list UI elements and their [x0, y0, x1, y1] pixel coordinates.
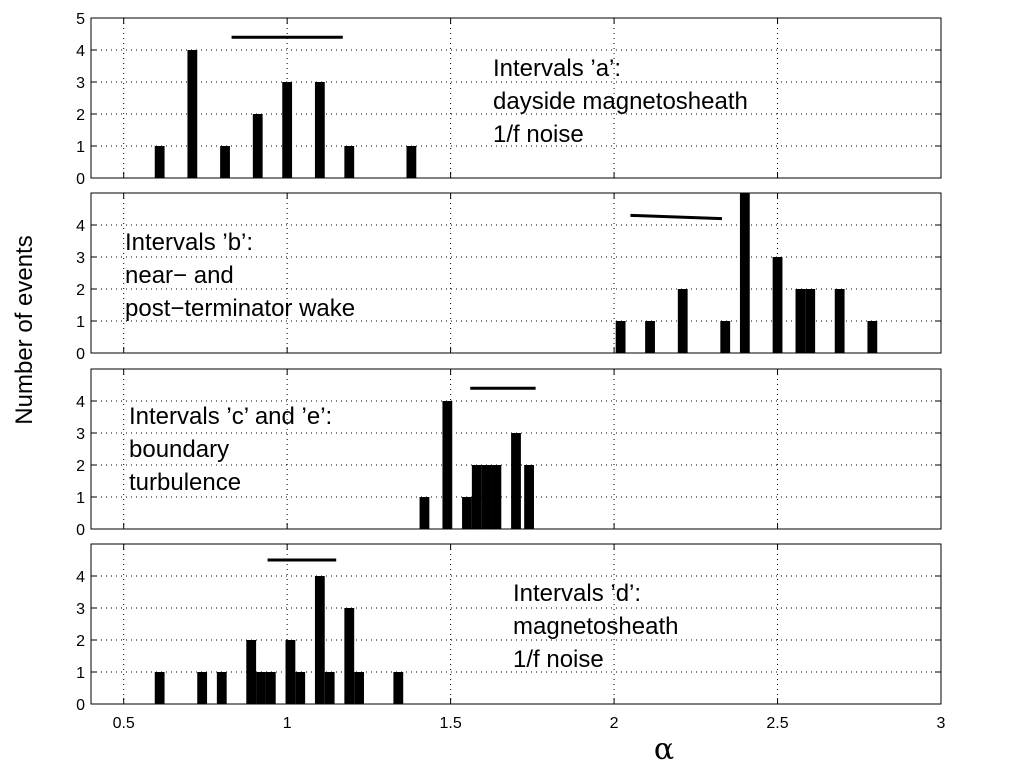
y-tick-label: 3 [76, 601, 85, 618]
bar [285, 640, 296, 704]
bar [393, 672, 404, 704]
annotation-line: Intervals ’c’ and ’e’: [129, 403, 332, 430]
bar [314, 576, 325, 704]
bar [220, 146, 230, 178]
bar [805, 289, 816, 353]
annotation-line: 1/f noise [493, 121, 584, 148]
bar [154, 672, 165, 704]
annotation-line: dayside magnetosheath [493, 88, 748, 115]
bar [795, 289, 806, 353]
panel-annotation: Intervals ’a’: dayside magnetosheath 1/f n… [493, 55, 748, 148]
bar [462, 497, 472, 529]
bar [615, 321, 626, 353]
y-tick-label: 0 [76, 522, 85, 539]
y-tick-label: 3 [76, 75, 85, 92]
y-tick-label: 4 [76, 218, 85, 235]
annotation-line: Intervals ’d’: [513, 580, 641, 607]
bar [511, 433, 521, 529]
x-tick-label: 2 [610, 715, 619, 732]
bar [187, 50, 198, 178]
panel-frame [90, 543, 942, 705]
bar [344, 146, 355, 178]
bar [282, 82, 293, 178]
bar [524, 465, 534, 529]
y-tick-label: 3 [76, 250, 85, 267]
y-tick-label: 4 [76, 394, 85, 411]
panel-frame [90, 192, 942, 354]
y-tick-label: 5 [76, 11, 85, 28]
y-tick-label: 1 [76, 314, 85, 331]
y-tick-label: 2 [76, 107, 85, 124]
annotation-line: turbulence [129, 469, 241, 496]
annotation-line: Intervals ’a’: [493, 55, 621, 82]
panel-frame [90, 17, 942, 179]
y-tick-label: 1 [76, 665, 85, 682]
x-tick-label: 2.5 [766, 715, 788, 732]
y-tick-label: 4 [76, 569, 85, 586]
panel-annotation: Intervals ’d’: magnetosheath 1/f noise [513, 580, 678, 673]
bar [645, 321, 655, 353]
annotation-line: near− and [125, 262, 234, 289]
bar [419, 497, 430, 529]
bar [739, 193, 750, 353]
bar [295, 672, 306, 704]
bar [154, 146, 165, 178]
grid [91, 544, 941, 704]
bar [677, 289, 688, 353]
bar [867, 321, 878, 353]
x-tick-label: 0.5 [113, 715, 135, 732]
bar [720, 321, 731, 353]
panel-annotation: Intervals ’b’: near− and post−terminator w… [125, 229, 355, 322]
x-tick-label: 1.5 [439, 715, 461, 732]
bar [314, 82, 325, 178]
bar [197, 672, 208, 704]
bar [471, 465, 482, 529]
bar [252, 114, 263, 178]
annotation-line: 1/f noise [513, 646, 604, 673]
panel-c: 0 1 2 3 4 Intervals ’c’ and ’e’: boundary turbu… [76, 368, 942, 539]
x-tick-label: 1 [283, 715, 292, 732]
y-tick-label: 1 [76, 490, 85, 507]
panel-annotation: Intervals ’c’ and ’e’: boundary turbulence [129, 403, 332, 496]
y-tick-label: 3 [76, 426, 85, 443]
annotation-line: magnetosheath [513, 613, 678, 640]
bar [354, 672, 364, 704]
y-tick-label: 0 [76, 697, 85, 714]
x-axis: 0.5 1 1.5 2 2.5 3 [113, 715, 946, 732]
panel-a: 0 1 2 3 4 5 Intervals ’a’: dayside magnetosheat… [76, 11, 942, 188]
bar [216, 672, 227, 704]
bar [406, 146, 417, 178]
bar [265, 672, 276, 704]
y-axis-label: Number of events [11, 235, 38, 424]
panel-b: 0 1 2 3 4 Intervals ’b’: near− and post−termina… [76, 192, 942, 363]
y-tick-label: 0 [76, 346, 85, 363]
y-tick-label: 2 [76, 633, 85, 650]
y-tick-label: 1 [76, 139, 85, 156]
panel-background [91, 18, 941, 178]
bar [324, 672, 335, 704]
range-line [630, 213, 723, 221]
x-axis-label: α [654, 732, 674, 767]
bar [256, 672, 266, 704]
bar [442, 401, 453, 529]
x-tick-label: 3 [937, 715, 946, 732]
bar [772, 257, 783, 353]
panels-group: 0 1 2 3 4 5 Intervals ’a’: dayside magnetosheat… [76, 11, 942, 714]
bar [344, 608, 355, 704]
bar [491, 465, 502, 529]
panel-d: 0 1 2 3 4 Intervals ’d’: magnetosheath 1/f nois… [76, 543, 942, 714]
annotation-line: post−terminator wake [125, 295, 355, 322]
y-tick-label: 2 [76, 282, 85, 299]
panel-background [91, 544, 941, 704]
bar [834, 289, 845, 353]
y-tick-label: 4 [76, 43, 85, 60]
y-tick-label: 2 [76, 458, 85, 475]
bar [246, 640, 257, 704]
annotation-line: Intervals ’b’: [125, 229, 253, 256]
bar [481, 465, 492, 529]
annotation-line: boundary [129, 436, 229, 463]
y-tick-label: 0 [76, 171, 85, 188]
panel-frame [90, 368, 942, 530]
